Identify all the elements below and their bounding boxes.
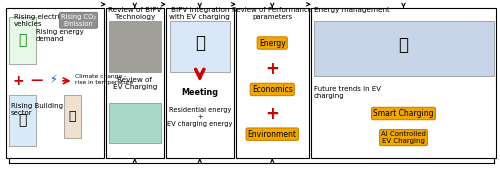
- Text: 🏠: 🏠: [195, 34, 205, 52]
- Text: 🚗: 🚗: [18, 33, 26, 47]
- Text: —: —: [31, 74, 43, 87]
- Bar: [236, 8, 308, 158]
- Text: Residential energy
+
EV charging energy: Residential energy + EV charging energy: [167, 107, 232, 127]
- Text: +: +: [266, 60, 279, 78]
- Bar: [8, 95, 36, 146]
- Bar: [314, 21, 494, 76]
- Text: Energy: Energy: [259, 39, 285, 47]
- Bar: [166, 8, 234, 158]
- Text: Review of Performance
parameters: Review of Performance parameters: [232, 7, 312, 20]
- Text: BIPV integration
with EV charging: BIPV integration with EV charging: [170, 7, 230, 20]
- Bar: [8, 17, 36, 64]
- Text: 🏢: 🏢: [18, 113, 26, 127]
- Text: Energy management: Energy management: [314, 7, 390, 13]
- Bar: [108, 103, 161, 143]
- Bar: [170, 21, 230, 72]
- Bar: [106, 8, 164, 158]
- Text: Rising electric
vehicles: Rising electric vehicles: [14, 14, 63, 27]
- Text: +: +: [266, 105, 279, 122]
- Text: Rising CO₂
Emission: Rising CO₂ Emission: [61, 14, 96, 27]
- Bar: [311, 8, 496, 158]
- Text: Meeting: Meeting: [181, 88, 218, 97]
- Text: ⚡: ⚡: [48, 75, 56, 85]
- Text: Review of BIPV
Technology: Review of BIPV Technology: [108, 7, 162, 20]
- Bar: [64, 95, 81, 138]
- Text: Rising energy
demand: Rising energy demand: [36, 29, 84, 42]
- Text: Future trends in EV
charging: Future trends in EV charging: [314, 86, 380, 99]
- Text: +: +: [12, 74, 24, 88]
- Text: Economics: Economics: [252, 85, 292, 94]
- Text: Rising Building
sector: Rising Building sector: [11, 103, 63, 116]
- Text: Smart Charging: Smart Charging: [373, 109, 434, 118]
- Text: 📱: 📱: [398, 36, 408, 54]
- Bar: [6, 8, 103, 158]
- Text: 🌡: 🌡: [68, 110, 76, 123]
- Text: Review of
EV Charging: Review of EV Charging: [112, 77, 157, 90]
- Text: Climate change -
rise in temperature: Climate change - rise in temperature: [75, 74, 133, 84]
- Text: AI Controlled
EV Charging: AI Controlled EV Charging: [381, 131, 426, 144]
- Bar: [108, 21, 161, 72]
- Text: Environment: Environment: [248, 130, 297, 139]
